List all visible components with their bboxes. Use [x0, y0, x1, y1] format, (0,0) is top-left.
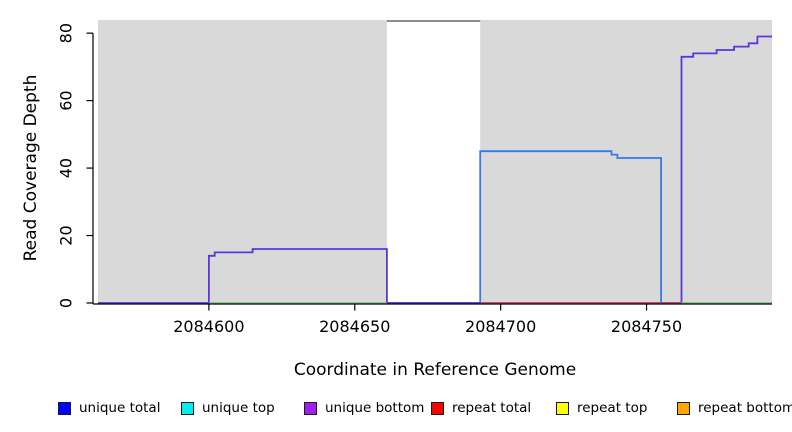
legend-swatch-repeat-total	[431, 401, 444, 415]
y-tick-label: 20	[57, 225, 76, 245]
series-unique-bottom-line	[98, 35, 772, 304]
legend-swatch-repeat-top	[556, 401, 569, 415]
chart-legend: unique total unique top unique bottom repea…	[0, 396, 792, 422]
legend-label: repeat top	[577, 400, 648, 416]
legend-item-repeat-bottom: repeat bottom	[677, 396, 792, 420]
legend-label: unique top	[202, 400, 275, 416]
legend-item-unique-bottom: unique bottom	[304, 396, 424, 420]
legend-swatch-unique-bottom	[304, 401, 317, 415]
legend-swatch-unique-top	[181, 401, 194, 415]
legend-label: unique total	[79, 400, 161, 416]
x-tick-label: 2084600	[173, 317, 244, 336]
coverage-chart: 0 20 40 60 80 2084600 2084650 2084700 2084750 Coo…	[21, 20, 772, 380]
legend-label: unique bottom	[325, 400, 425, 416]
x-tick-label: 2084700	[465, 317, 536, 336]
legend-item-unique-total: unique total	[58, 396, 160, 420]
y-tick-label: 40	[57, 158, 76, 178]
legend-item-unique-top: unique top	[181, 396, 275, 420]
legend-swatch-unique-total	[58, 401, 71, 415]
legend-item-repeat-total: repeat total	[431, 396, 531, 420]
uncovered-region-mask	[386, 21, 481, 303]
y-axis-title: Read Coverage Depth	[21, 75, 41, 262]
x-tick-label: 2084750	[611, 317, 682, 336]
x-tick-label: 2084650	[319, 317, 390, 336]
legend-label: repeat total	[452, 400, 532, 416]
legend-swatch-repeat-bottom	[677, 401, 690, 415]
x-axis-title: Coordinate in Reference Genome	[294, 360, 576, 380]
y-tick-label: 0	[57, 298, 76, 308]
series-unique-total-line	[386, 150, 682, 304]
y-tick-label: 60	[57, 90, 76, 110]
legend-item-repeat-top: repeat top	[556, 396, 647, 420]
legend-label: repeat bottom	[698, 400, 792, 416]
y-tick-label: 80	[57, 23, 76, 43]
